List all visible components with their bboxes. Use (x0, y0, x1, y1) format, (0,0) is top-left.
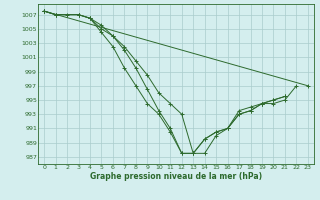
X-axis label: Graphe pression niveau de la mer (hPa): Graphe pression niveau de la mer (hPa) (90, 172, 262, 181)
